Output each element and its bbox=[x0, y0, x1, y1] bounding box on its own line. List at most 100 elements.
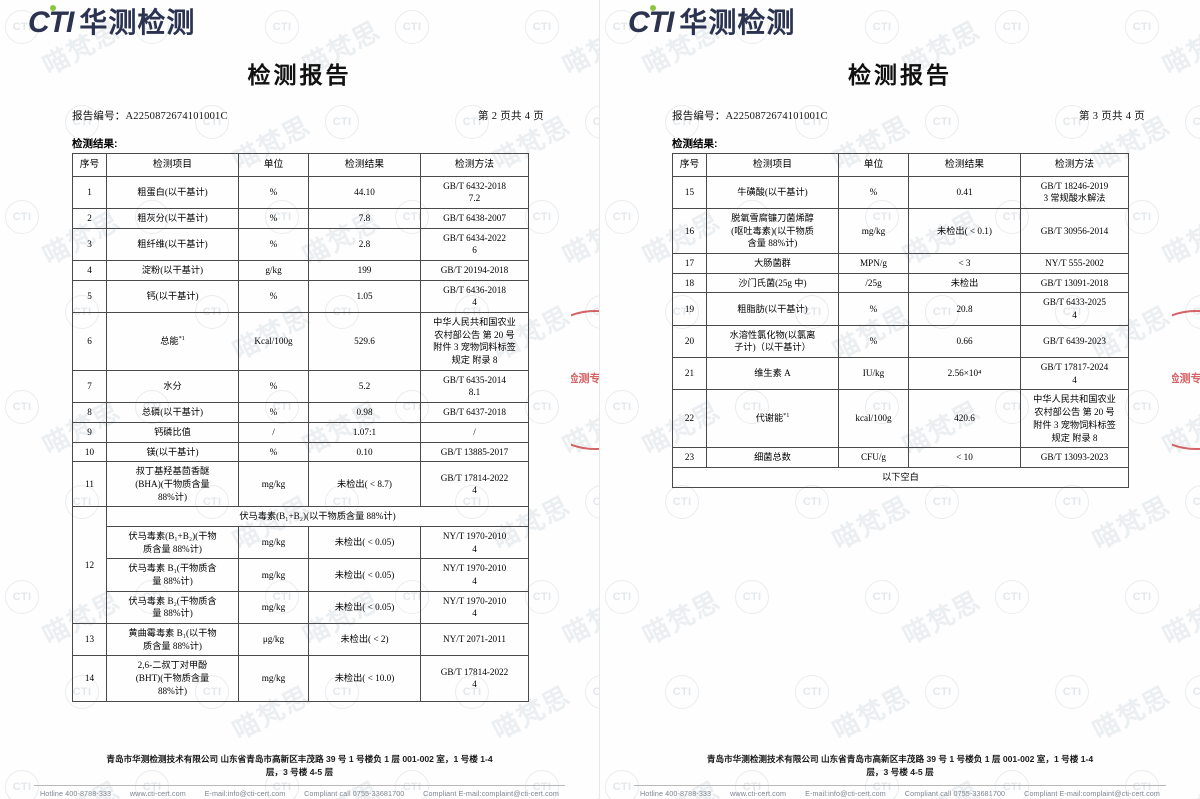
page-indicator: 第 3 页共 4 页 bbox=[1079, 111, 1145, 122]
cell-no: 4 bbox=[72, 259, 107, 281]
footer-contact-item-1: www.cti-cert.com bbox=[129, 789, 186, 798]
footer-contact-item-0: Hotline 400-8788-333 bbox=[40, 789, 112, 798]
cell-unit: g/kg bbox=[238, 259, 309, 281]
cell-item: 镁(以干基计) bbox=[106, 441, 239, 463]
report-number: 报告编号：A2250872674101001C bbox=[672, 108, 828, 123]
cell-unit: IU/kg bbox=[838, 357, 909, 391]
watermark-cti-icon: CTI bbox=[605, 200, 639, 234]
watermark-cti-icon: CTI bbox=[665, 675, 699, 709]
cell-method: GB/T 6434-2022 6 bbox=[420, 227, 529, 261]
watermark-cti-icon: CTI bbox=[585, 485, 599, 519]
watermark-cti-icon: CTI bbox=[265, 10, 299, 44]
cell-unit: % bbox=[238, 227, 309, 261]
footer-contact-item-3: Compliant call 0755-33681700 bbox=[904, 789, 1006, 798]
footer-divider bbox=[634, 785, 1166, 786]
cell-item: 伏马毒素 B₁(干物质含量 88%计) bbox=[106, 558, 239, 592]
watermark-cti-icon: CTI bbox=[795, 675, 829, 709]
report-number-label: 报告编号： bbox=[72, 111, 126, 122]
cell-result: 未检出( < 8.7) bbox=[308, 461, 421, 508]
cell-no: 15 bbox=[672, 175, 707, 209]
report-number-value: A2250872674101001C bbox=[725, 111, 828, 122]
cell-item: 粗蛋白(以干基计) bbox=[106, 175, 239, 209]
footer-contact-item-0: Hotline 400-8788-333 bbox=[640, 789, 712, 798]
cell-result: 7.8 bbox=[308, 207, 421, 229]
watermark-cti-icon: CTI bbox=[1125, 390, 1159, 424]
watermark-cti-icon: CTI bbox=[1185, 105, 1200, 139]
th-result: 检测结果 bbox=[908, 153, 1021, 177]
watermark-cti-icon: CTI bbox=[1055, 675, 1089, 709]
cell-method: GB/T 6439-2023 bbox=[1020, 324, 1129, 359]
cell-result: < 3 bbox=[908, 252, 1021, 274]
cell-unit: % bbox=[238, 279, 309, 314]
cell-unit: % bbox=[238, 402, 309, 423]
cell-result: 未检出( < 2) bbox=[308, 623, 421, 657]
cell-result: 未检出 bbox=[908, 272, 1021, 294]
th-item: 检测项目 bbox=[106, 153, 239, 177]
watermark-cti-icon: CTI bbox=[5, 200, 39, 234]
seal-text: 检测专用章 bbox=[1172, 310, 1200, 450]
cell-no: 2 bbox=[72, 207, 107, 229]
cell-result: 0.66 bbox=[908, 324, 1021, 359]
footer-contact-item-4: Compliant E-mail:complaint@cti-cert.com bbox=[1024, 789, 1160, 798]
cell-no: 22 bbox=[672, 389, 707, 449]
cell-method: GB/T 13091-2018 bbox=[1020, 272, 1129, 294]
results-table-right: 序号 检测项目 单位 检测结果 检测方法 15 牛磺酸(以干基计)% 0.41 GB/… bbox=[672, 153, 1129, 488]
watermark-cti-icon: CTI bbox=[585, 105, 599, 139]
footer-address: 青岛市华测检测技术有限公司 山东省青岛市高新区丰茂路 39 号 1 号楼负 1 … bbox=[706, 754, 1094, 778]
logo-accent-dot bbox=[50, 5, 56, 11]
cell-no: 21 bbox=[672, 357, 707, 391]
watermark-cti-icon: CTI bbox=[5, 580, 39, 614]
footer-contact-item-1: www.cti-cert.com bbox=[730, 789, 787, 798]
cell-unit: CFU/g bbox=[838, 447, 909, 468]
cell-method: GB/T 6432-2018 7.2 bbox=[420, 175, 529, 209]
results-table-wrapper-left: 序号 检测项目 单位 检测结果 检测方法 1 粗蛋白(以干基计)% 44.10 GB/… bbox=[72, 153, 529, 702]
report-number-label: 报告编号： bbox=[672, 111, 726, 122]
cell-no: 14 bbox=[72, 655, 107, 702]
cell-result: 未检出( < 0.05) bbox=[308, 558, 421, 592]
watermark-cti-icon: CTI bbox=[925, 485, 959, 519]
cell-no: 12 bbox=[72, 506, 107, 625]
cell-method: NY/T 1970-2010 4 bbox=[420, 590, 529, 625]
cell-item: 淀粉(以干基计) bbox=[106, 259, 239, 281]
cell-no: 10 bbox=[72, 441, 107, 463]
cell-unit: mg/kg bbox=[838, 207, 909, 254]
cell-unit: Kcal/100g bbox=[238, 312, 309, 371]
cell-method: NY/T 1970-2010 4 bbox=[420, 558, 529, 592]
cell-result: 1.07:1 bbox=[308, 421, 421, 443]
page-title: 检测报告 bbox=[247, 63, 352, 88]
cell-item: 脱氧雪腐镰刀菌烯醇 (呕吐毒素)(以干物质 含量 88%计) bbox=[706, 207, 839, 254]
cell-unit: % bbox=[838, 292, 909, 326]
table-row: 10 镁(以干基计)% 0.10 GB/T 13885-2017 bbox=[72, 441, 529, 463]
footer-contact-item-2: E-mail:info@cti-cert.com bbox=[204, 789, 286, 798]
cell-no: 20 bbox=[672, 324, 707, 359]
cell-item: 大肠菌群 bbox=[706, 252, 839, 274]
cell-unit: mg/kg bbox=[238, 558, 309, 592]
page-footer-right: 青岛市华测检测技术有限公司 山东省青岛市高新区丰茂路 39 号 1 号楼负 1 … bbox=[600, 753, 1200, 799]
report-page-2: CTI 喵梵思 CTI CTI 喵梵思 CTI CTI 喵梵思 CTI CTI 喵梵思 CTI CTI 喵… bbox=[5, 0, 600, 799]
table-row: 8 总磷(以干基计)% 0.98 GB/T 6437-2018 bbox=[72, 402, 529, 423]
table-header-row: 序号 检测项目 单位 检测结果 检测方法 bbox=[72, 153, 529, 177]
cell-method: GB/T 17817-2024 4 bbox=[1020, 357, 1129, 391]
watermark-cti-icon: CTI bbox=[395, 10, 429, 44]
watermark-cti-icon: CTI bbox=[735, 580, 769, 614]
cell-method: 中华人民共和国农业 农村部公告 第 20 号附件 3 宠物饲料标签 规定 附录 8 bbox=[420, 312, 529, 371]
cell-result: 未检出( < 0.05) bbox=[308, 525, 421, 560]
watermark-cti-icon: CTI bbox=[1055, 485, 1089, 519]
watermark-text: 喵梵思 bbox=[898, 585, 986, 651]
cell-result: 未检出( < 0.1) bbox=[908, 207, 1021, 254]
cell-method: / bbox=[420, 421, 529, 443]
cell-method: NY/T 555-2002 bbox=[1020, 252, 1129, 274]
cell-unit: μg/kg bbox=[238, 623, 309, 657]
watermark-cti-icon: CTI bbox=[1125, 10, 1159, 44]
seal-text: 检测专用章 bbox=[571, 310, 599, 450]
th-method: 检测方法 bbox=[420, 153, 529, 177]
report-number-value: A2250872674101001C bbox=[125, 111, 228, 122]
watermark-text: 喵梵思 bbox=[558, 205, 599, 271]
cell-item: 水溶性氯化物(以氯离 子计)（以干基计） bbox=[706, 324, 839, 359]
report-meta-row: 报告编号：A2250872674101001C 第 2 页共 4 页 bbox=[72, 108, 544, 123]
watermark-text: 喵梵思 bbox=[828, 490, 916, 556]
report-meta-row: 报告编号：A2250872674101001C 第 3 页共 4 页 bbox=[672, 108, 1145, 123]
watermark-cti-icon: CTI bbox=[795, 485, 829, 519]
watermark-cti-icon: CTI bbox=[865, 10, 899, 44]
table-row: 18 沙门氏菌(25g 中)/25g 未检出 GB/T 13091-2018 bbox=[672, 272, 1129, 294]
